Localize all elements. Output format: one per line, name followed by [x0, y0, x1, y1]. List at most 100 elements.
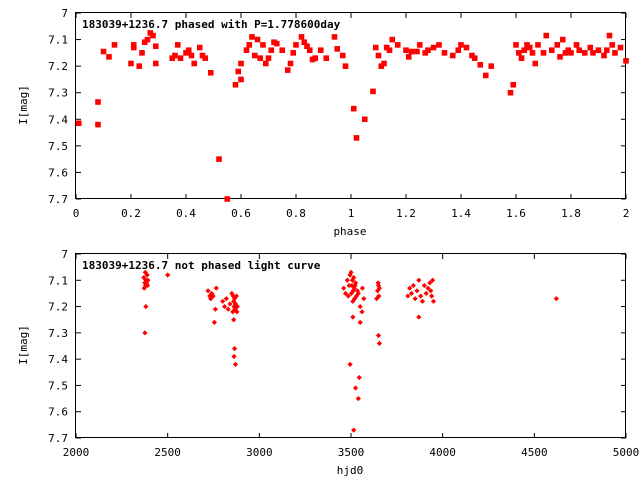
phased-data-point — [543, 32, 550, 39]
phased-data-point — [482, 72, 489, 79]
phased-data-point — [312, 55, 319, 61]
unphased-data-point — [344, 277, 350, 283]
phased-data-point — [381, 60, 387, 67]
unphased-data-point — [230, 293, 236, 299]
phased-data-point — [317, 47, 324, 53]
phased-y-tick-label: 7.2 — [48, 60, 68, 73]
phased-data-point — [268, 47, 275, 53]
unphased-y-tick-label: 7.5 — [48, 379, 68, 392]
unphased-data-point — [351, 285, 357, 291]
phased-data-point — [471, 55, 478, 61]
phased-x-tick-label: 0.8 — [286, 207, 306, 220]
unphased-data-point — [209, 290, 215, 297]
phased-data-point — [559, 36, 566, 43]
phased-data-point — [177, 55, 184, 61]
phased-data-point — [389, 36, 396, 43]
phased-data-point — [342, 63, 349, 69]
phased-data-point — [518, 55, 525, 61]
phased-y-tick-label: 7.6 — [48, 166, 68, 179]
phased-data-point — [273, 40, 280, 47]
phased-data-point — [521, 47, 528, 53]
phased-data-point — [477, 62, 484, 68]
unphased-chart-title: 183039+1236.7 not phased light curve — [82, 259, 321, 272]
phased-x-tick-label: 1 — [348, 207, 355, 220]
unphased-data-point — [428, 288, 434, 294]
phased-data-point — [106, 54, 112, 60]
phased-data-point — [251, 52, 258, 59]
unphased-y-tick-label: 7.4 — [48, 353, 68, 366]
phased-data-point — [405, 54, 412, 60]
unphased-data-point — [142, 330, 148, 336]
phased-data-point — [238, 76, 244, 83]
phased-data-point — [403, 47, 409, 53]
phased-data-point — [216, 156, 222, 162]
unphased-data-point — [376, 285, 383, 291]
phased-data-point — [590, 50, 596, 56]
unphased-data-point — [211, 319, 218, 325]
unphased-data-point — [348, 269, 354, 275]
phased-data-point — [430, 44, 437, 51]
phased-light-curve-panel: 0 0.2 0.4 0.6 0.8 1 1.2 1.4 1.6 1.8 2 7 7.1 7.2 7.3 7.4… — [17, 7, 629, 238]
phased-y-axis-label: I[mag] — [17, 85, 30, 125]
phased-data-point — [372, 44, 379, 51]
phased-data-point — [513, 42, 519, 48]
unphased-data-point — [233, 293, 240, 299]
phased-data-point — [191, 60, 198, 67]
unphased-data-point — [144, 282, 151, 289]
phased-x-tick-label: 1.2 — [396, 207, 416, 220]
phased-data-point — [331, 34, 338, 40]
unphased-data-point — [231, 317, 237, 323]
unphased-data-point — [348, 290, 354, 297]
unphased-data-point — [350, 314, 356, 320]
unphased-data-point — [355, 395, 361, 402]
phased-data-point — [298, 34, 305, 40]
unphased-data-point — [341, 285, 347, 291]
phased-data-point — [576, 47, 583, 53]
unphased-data-point — [145, 277, 151, 283]
phased-data-point — [573, 42, 580, 48]
phased-data-point — [75, 120, 82, 127]
unphased-data-point — [347, 361, 353, 367]
phased-data-point — [507, 89, 514, 96]
unphased-data-point — [374, 296, 380, 302]
unphased-data-point — [430, 298, 437, 304]
unphased-data-point — [355, 290, 361, 297]
phased-data-point — [172, 52, 178, 59]
unphased-data-point — [375, 332, 382, 339]
unphased-data-point — [352, 385, 359, 391]
phased-plot-frame — [75, 12, 626, 199]
unphased-data-point — [357, 303, 363, 310]
unphased-data-point — [232, 361, 239, 367]
phased-data-point — [463, 44, 470, 51]
unphased-data-point — [410, 282, 416, 289]
unphased-x-tick-label: 3500 — [338, 446, 365, 459]
unphased-x-tick-label: 2000 — [63, 446, 90, 459]
phased-data-point — [339, 52, 346, 59]
phased-data-point — [152, 43, 159, 50]
phased-x-tick-label: 0.2 — [121, 207, 141, 220]
phased-y-tick-label: 7.7 — [48, 193, 68, 206]
phased-data-point — [548, 47, 555, 53]
phased-data-point — [150, 32, 156, 39]
unphased-y-tick-label: 7.3 — [48, 327, 68, 340]
phased-data-point — [293, 42, 299, 48]
phased-data-point — [568, 50, 574, 56]
unphased-y-tick-label: 7.6 — [48, 406, 68, 419]
phased-data-point — [535, 42, 541, 48]
unphased-data-point — [229, 290, 235, 297]
unphased-data-point — [375, 280, 381, 286]
unphased-y-tick-label: 7 — [61, 248, 68, 261]
phased-data-point — [526, 44, 533, 51]
unphased-data-point — [349, 282, 355, 289]
unphased-data-point — [354, 288, 361, 294]
unphased-x-axis-label: hjd0 — [337, 464, 364, 477]
unphased-data-point — [405, 293, 411, 299]
unphased-data-point — [553, 296, 559, 302]
unphased-data-point — [423, 290, 429, 297]
phased-data-point — [95, 99, 101, 105]
phased-data-point — [196, 44, 203, 51]
phased-x-axis-label: phase — [333, 225, 366, 238]
unphased-data-point — [144, 272, 150, 278]
unphased-data-point — [429, 293, 435, 299]
unphased-data-point — [425, 285, 431, 291]
